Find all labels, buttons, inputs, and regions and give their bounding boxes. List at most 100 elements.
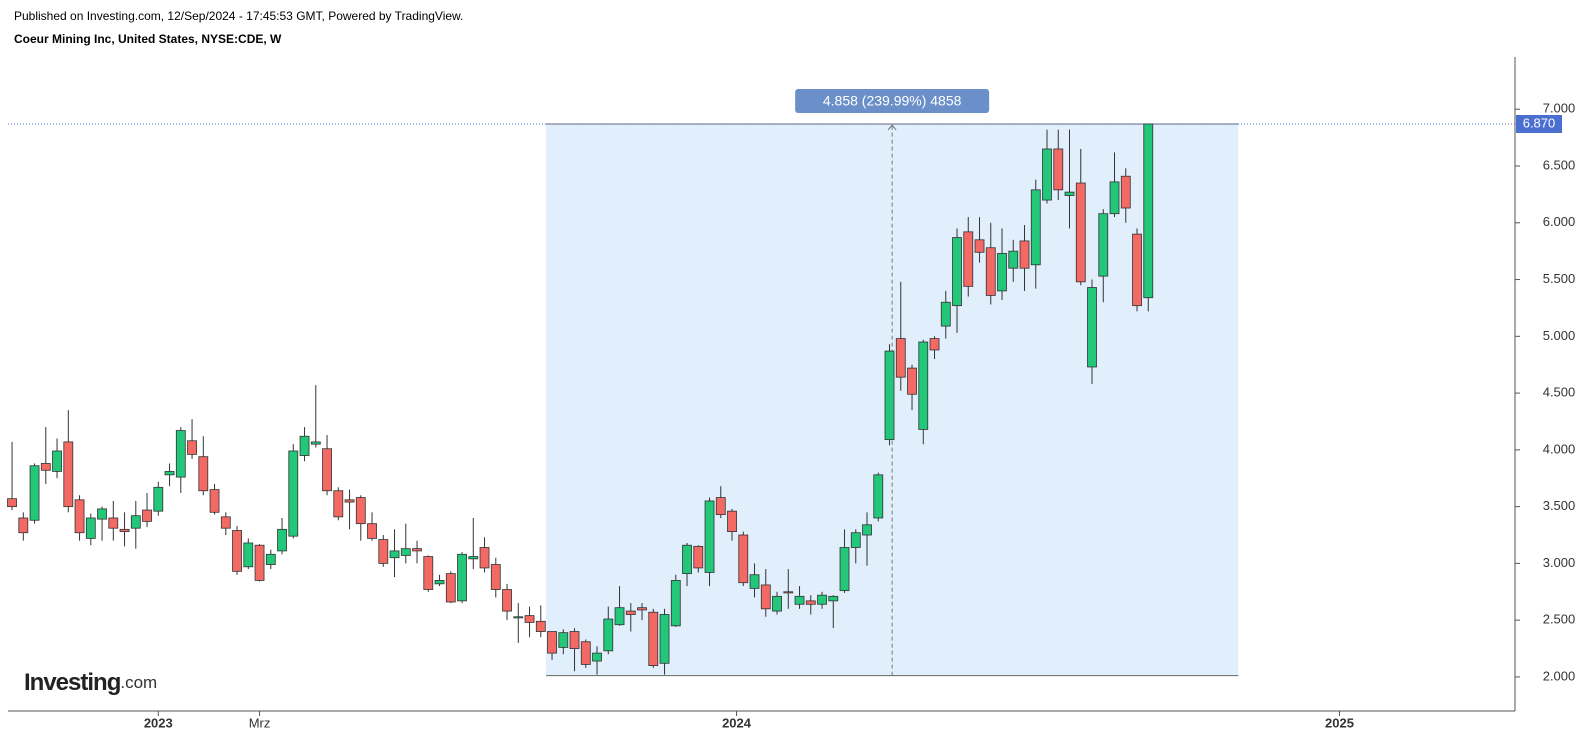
candle-body xyxy=(175,430,186,478)
candle-body xyxy=(850,532,861,548)
candle-body xyxy=(603,618,614,652)
measure-label-box xyxy=(795,88,990,113)
candle-body xyxy=(727,510,737,533)
candle-body xyxy=(952,237,962,307)
candle-body xyxy=(187,440,197,455)
candle-body xyxy=(378,539,389,564)
y-tick-label: 3.500 xyxy=(1543,498,1576,513)
candle-body xyxy=(895,338,906,378)
candle-body xyxy=(232,530,242,572)
candle-body xyxy=(558,632,569,648)
candle-body xyxy=(142,509,152,522)
y-tick-label: 4.000 xyxy=(1543,441,1576,456)
candle-body xyxy=(209,489,220,513)
candle-body xyxy=(997,253,1007,292)
candle-body xyxy=(772,595,782,612)
candle-body xyxy=(569,631,580,649)
candle-body xyxy=(659,614,670,664)
candle-body xyxy=(85,517,96,539)
candle-body xyxy=(940,301,951,327)
candle-body xyxy=(828,595,839,602)
candle-body xyxy=(74,499,85,534)
candle-body xyxy=(130,515,141,529)
candle-body xyxy=(873,474,884,519)
candle-body xyxy=(1030,189,1041,266)
candle-body xyxy=(52,450,62,472)
candle-body xyxy=(367,523,377,539)
candle-body xyxy=(412,548,422,552)
candle-body xyxy=(918,341,929,430)
candle-body xyxy=(164,471,175,476)
candle-body xyxy=(344,499,355,503)
candle-body xyxy=(670,580,681,627)
x-tick-label: 2024 xyxy=(722,715,752,730)
candle-body xyxy=(1042,148,1052,201)
candle-body xyxy=(805,600,816,605)
x-tick-label: 2023 xyxy=(144,715,173,730)
candle-body xyxy=(97,508,107,520)
candle-body xyxy=(322,448,332,492)
y-tick-label: 2.500 xyxy=(1543,612,1576,627)
candle-body xyxy=(839,547,850,592)
y-tick-label: 5.000 xyxy=(1543,328,1576,343)
last-price-label: 6.870 xyxy=(1523,115,1556,130)
candle-body xyxy=(288,450,299,537)
candle-body xyxy=(884,350,895,441)
candle-body xyxy=(1143,123,1154,299)
x-tick-label: 2025 xyxy=(1325,715,1354,730)
candle-body xyxy=(63,441,74,508)
candle-body xyxy=(1120,175,1131,209)
candle-body xyxy=(985,247,996,296)
candle-body xyxy=(254,544,265,581)
candle-body xyxy=(580,641,591,665)
candle-body xyxy=(389,550,400,559)
candle-body xyxy=(502,589,512,612)
candle-body xyxy=(704,500,715,573)
candle-body xyxy=(1132,233,1142,307)
candle-body xyxy=(153,486,164,512)
candle-body xyxy=(265,553,276,565)
y-tick-label: 4.500 xyxy=(1543,385,1576,400)
candle-body xyxy=(18,517,29,534)
candle-body xyxy=(1053,148,1064,191)
y-tick-label: 7.000 xyxy=(1543,101,1576,116)
symbol-title: Coeur Mining Inc, United States, NYSE:CD… xyxy=(14,32,282,46)
candle-body xyxy=(243,542,254,568)
candle-body xyxy=(119,528,130,533)
candle-body xyxy=(513,616,524,619)
candle-body xyxy=(625,610,636,615)
candle-body xyxy=(1098,213,1109,277)
candle-body xyxy=(963,231,974,287)
candle-body xyxy=(1064,191,1075,196)
candle-body xyxy=(299,435,310,456)
candle-body xyxy=(400,548,411,556)
candle-body xyxy=(310,441,321,445)
candle-body xyxy=(614,607,625,626)
candle-body xyxy=(929,338,940,351)
candle-body xyxy=(1008,250,1019,269)
y-tick-label: 6.000 xyxy=(1543,214,1576,229)
candle-body xyxy=(648,611,659,666)
candle-body xyxy=(738,534,749,584)
candle-body xyxy=(682,544,692,575)
candle-body xyxy=(445,573,456,603)
candle-body xyxy=(7,498,17,508)
candle-body xyxy=(817,594,827,605)
measure-arrow-head xyxy=(887,124,897,131)
candle-body xyxy=(108,517,119,529)
candle-body xyxy=(794,595,805,605)
candle-body xyxy=(715,497,726,515)
candle-body xyxy=(277,528,287,552)
candle-body xyxy=(423,556,434,590)
y-tick-label: 2.000 xyxy=(1543,668,1576,683)
y-tick-label: 5.500 xyxy=(1543,271,1576,286)
candle-body xyxy=(457,553,467,602)
candle-body xyxy=(1019,240,1030,269)
candle-body xyxy=(524,615,535,623)
candle-body xyxy=(592,652,602,662)
measure-label: 4.858 (239.99%) 4858 xyxy=(823,93,962,109)
candle-body xyxy=(535,620,546,632)
candle-body xyxy=(760,584,771,610)
candle-body xyxy=(1087,287,1097,368)
y-tick-label: 6.500 xyxy=(1543,157,1576,172)
